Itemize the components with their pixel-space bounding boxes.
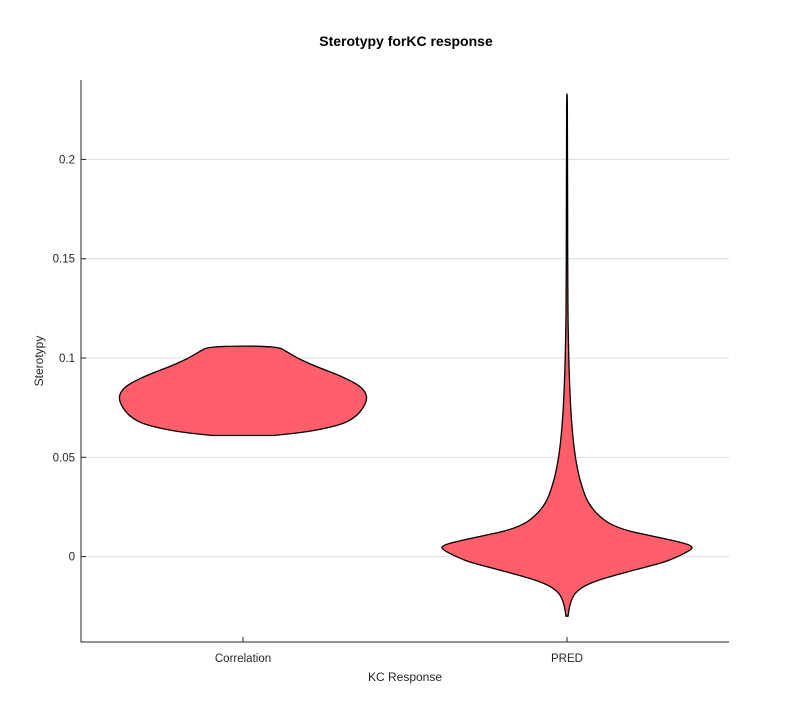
y-tick-label: 0.05 [53,452,75,464]
violins [118,93,693,617]
x-ticks: Correlation PRED [215,637,583,665]
y-tick-label: 0.15 [53,254,75,266]
x-tick-label: PRED [551,653,583,665]
y-tick-label: 0.2 [59,154,75,166]
x-axis-label: KC Response [368,670,442,684]
y-tick-label: 0 [69,552,75,564]
y-ticks: 0 0.05 0.1 0.15 0.2 [53,154,86,564]
y-tick-label: 0.1 [59,353,75,365]
violin-pred [441,93,693,617]
axis-frame [80,80,729,643]
chart-title: Sterotypy forKC response [319,33,493,49]
y-axis-label: Sterotypy [32,336,46,387]
x-tick-label: Correlation [215,653,271,665]
grid-lines [81,158,729,558]
violin-correlation [118,345,368,437]
axes [80,80,729,643]
